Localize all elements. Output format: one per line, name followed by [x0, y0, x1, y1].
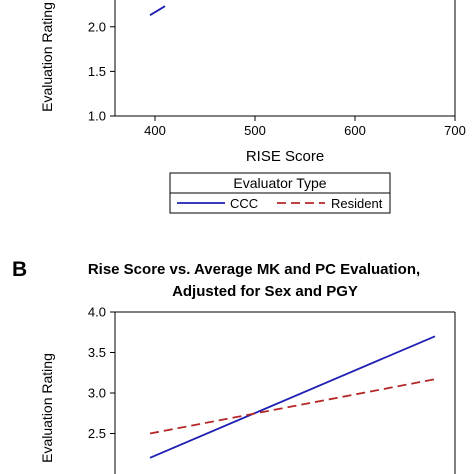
- panel-a-x-ticks: 400 500 600 700: [144, 116, 466, 138]
- legend-label-resident: Resident: [331, 196, 383, 211]
- panel-a-y-axis-label: Evaluation Rating: [39, 2, 55, 112]
- panel-b-y-axis-label: Evaluation Rating: [39, 353, 55, 463]
- panel-a-x-axis-label: RISE Score: [246, 148, 324, 165]
- panel-b: B Rise Score vs. Average MK and PC Evalu…: [12, 258, 456, 474]
- panel-a-x-tick-label: 400: [144, 123, 166, 138]
- panel-a-y-tick-label: 1.5: [88, 64, 106, 79]
- panel-a-y-tick-label: 2.0: [88, 19, 106, 34]
- panel-b-y-tick-label: 2.5: [88, 426, 106, 441]
- legend: Evaluator Type CCC Resident: [169, 172, 391, 214]
- panel-a: 1.0 1.5 2.0 400 500 600 700 Evaluation Rating…: [39, 0, 466, 214]
- panel-a-x-tick-label: 500: [244, 123, 266, 138]
- panel-a-series-ccc-line: [149, 5, 166, 16]
- panel-a-x-tick-label: 700: [444, 123, 466, 138]
- panel-b-y-tick-label: 3.0: [88, 386, 106, 401]
- panel-a-y-tick-label: 1.0: [88, 109, 106, 124]
- panel-b-y-ticks: 2.5 3.0 3.5 4.0: [88, 305, 115, 441]
- panel-b-series-resident-line: [149, 378, 436, 435]
- panel-b-plot-area: 2.5 3.0 3.5 4.0: [88, 305, 456, 474]
- panel-a-x-tick-label: 600: [344, 123, 366, 138]
- legend-title: Evaluator Type: [233, 175, 326, 191]
- panel-b-series: [149, 335, 436, 459]
- panel-a-plot-area: 1.0 1.5 2.0 400 500 600 700: [88, 0, 466, 138]
- panel-b-title-line-1: Rise Score vs. Average MK and PC Evaluat…: [88, 261, 420, 278]
- panel-b-title-line-2: Adjusted for Sex and PGY: [172, 283, 358, 300]
- panel-b-y-tick-label: 4.0: [88, 305, 106, 320]
- panel-b-series-ccc-line: [149, 335, 436, 459]
- panel-b-label: B: [12, 258, 27, 281]
- panel-b-y-tick-label: 3.5: [88, 345, 106, 360]
- panel-a-series: [149, 5, 166, 16]
- legend-label-ccc: CCC: [230, 196, 258, 211]
- panel-a-y-ticks: 1.0 1.5 2.0: [88, 19, 115, 124]
